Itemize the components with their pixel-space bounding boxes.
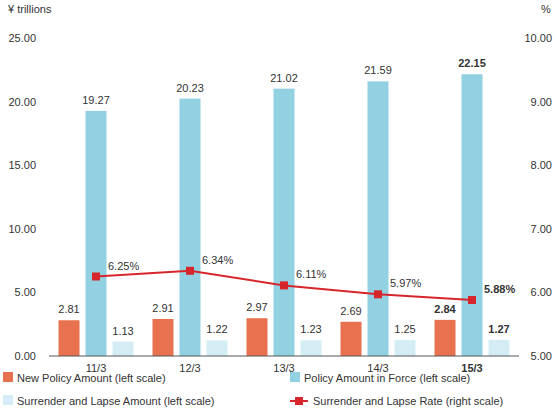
y2-tick-label: 7.00 (531, 223, 552, 235)
y2-tick (519, 292, 522, 293)
x-axis (49, 356, 519, 357)
line-marker (280, 281, 288, 289)
bar (86, 111, 107, 356)
y2-tick (519, 38, 522, 39)
data-label: 1.13 (112, 325, 133, 337)
chart: ¥ trillions% 0.00 5.00 10.00 15.00 20.00 25.00… (0, 0, 557, 414)
y-tick-label: 20.00 (8, 96, 36, 108)
legend-swatch (3, 372, 13, 382)
bar (489, 340, 510, 356)
data-label: 2.81 (58, 303, 79, 315)
y2-tick (519, 101, 522, 102)
y2-tick (519, 165, 522, 166)
y2-tick-label: 8.00 (531, 159, 552, 171)
legend-swatch (3, 395, 13, 405)
data-label: 19.27 (82, 94, 110, 106)
y-tick (46, 101, 49, 102)
y-tick (46, 356, 49, 357)
y-tick (46, 165, 49, 166)
bar (301, 340, 322, 356)
y2-tick-label: 9.00 (531, 96, 552, 108)
bar (180, 99, 201, 356)
bar (462, 74, 483, 356)
line-marker (374, 290, 382, 298)
bar (59, 320, 80, 356)
x-tick-label: 12/3 (179, 362, 200, 374)
y-tick-label: 15.00 (8, 159, 36, 171)
legend-swatch (295, 397, 303, 405)
data-label: 2.69 (340, 305, 361, 317)
data-label: 6.34% (202, 254, 233, 266)
data-label: 22.15 (458, 57, 486, 69)
line-marker (186, 267, 194, 275)
line-marker (468, 296, 476, 304)
bar (247, 318, 268, 356)
data-label: 20.23 (176, 82, 204, 94)
data-label: 21.02 (270, 72, 298, 84)
y2-tick (519, 228, 522, 229)
y2-tick-label: 10.00 (524, 32, 552, 44)
y-tick-label: 10.00 (8, 223, 36, 235)
data-label: 1.27 (488, 323, 509, 335)
bar (113, 342, 134, 356)
data-label: 1.25 (394, 323, 415, 335)
legend-label: Policy Amount in Force (left scale) (304, 372, 470, 384)
bar (207, 340, 228, 356)
y-tick-label: 5.00 (15, 286, 36, 298)
y-tick-label: 0.00 (15, 350, 36, 362)
data-label: 1.22 (206, 323, 227, 335)
marks (59, 74, 510, 356)
y2-tick-label: 6.00 (531, 286, 552, 298)
data-label: 2.91 (152, 302, 173, 314)
data-labels: 2.81 2.91 2.97 2.69 2.84 19.27 20.23 21.02 21.59… (58, 57, 515, 336)
legend: New Policy Amount (left scale) Policy Amo… (3, 372, 503, 407)
data-label: 6.25% (108, 260, 139, 272)
legend-label: Surrender and Lapse Amount (left scale) (17, 395, 215, 407)
data-label: 2.97 (246, 301, 267, 313)
data-label: 21.59 (364, 64, 392, 76)
y-axis-title: ¥ trillions (7, 3, 52, 15)
bar (153, 319, 174, 356)
line (96, 271, 472, 300)
y-tick (46, 292, 49, 293)
y2-axis-title: % (541, 3, 551, 15)
bar (274, 89, 295, 356)
legend-swatch (290, 372, 300, 382)
bar (395, 340, 416, 356)
bar (435, 320, 456, 356)
data-label: 5.88% (484, 283, 515, 295)
data-label: 5.97% (390, 277, 421, 289)
data-label: 6.11% (296, 268, 327, 280)
legend-label: Surrender and Lapse Rate (right scale) (313, 395, 503, 407)
y-tick-label: 25.00 (8, 32, 36, 44)
y-tick (46, 38, 49, 39)
data-label: 2.84 (434, 303, 456, 315)
bar (368, 81, 389, 356)
data-label: 1.23 (300, 323, 321, 335)
line-marker (92, 273, 100, 281)
legend-label: New Policy Amount (left scale) (17, 372, 166, 384)
y-tick (46, 228, 49, 229)
y2-tick (519, 356, 522, 357)
y2-tick-label: 5.00 (531, 350, 552, 362)
bar (341, 322, 362, 356)
